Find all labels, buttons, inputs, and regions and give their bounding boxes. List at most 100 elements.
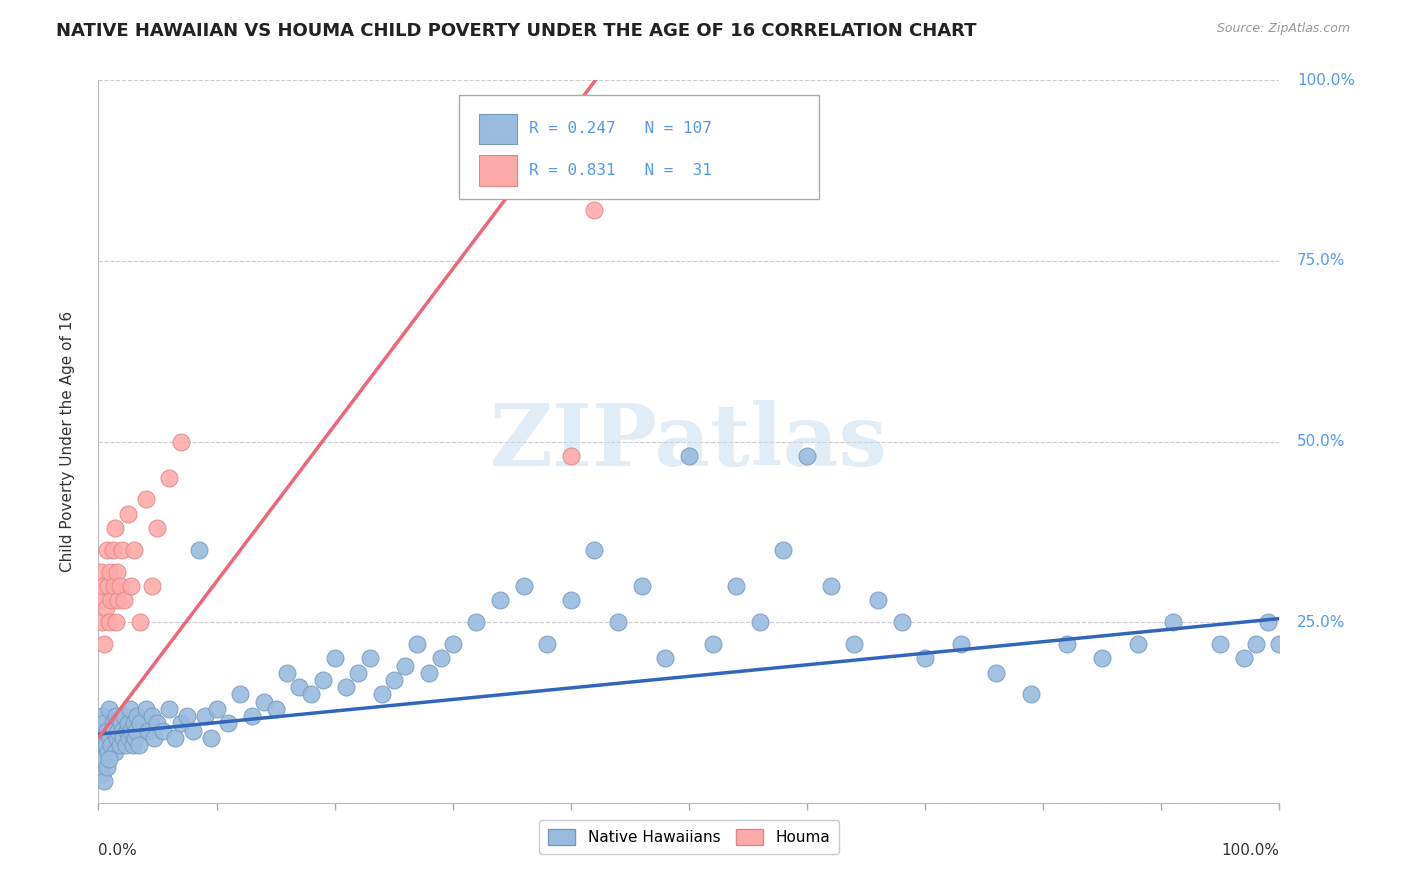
Point [93,774,115,789]
Point [382,673,405,687]
Point [1126,637,1149,651]
Point [121,738,143,752]
Point [121,579,143,593]
Point [844,637,866,651]
Point [229,687,252,701]
Point [240,709,263,723]
Point [276,665,298,680]
Point [94,738,117,752]
Point [128,738,150,752]
Point [105,615,128,630]
Point [98,752,121,766]
Point [371,687,394,701]
Text: NATIVE HAWAIIAN VS HOUMA CHILD POVERTY UNDER THE AGE OF 16 CORRELATION CHART: NATIVE HAWAIIAN VS HOUMA CHILD POVERTY U… [56,22,977,40]
Point [820,579,842,593]
Point [103,723,125,738]
Point [772,542,794,557]
Point [654,651,676,665]
Point [312,673,335,687]
Point [101,542,124,557]
Point [105,709,128,723]
Point [583,542,606,557]
Point [135,492,157,507]
Point [125,723,148,738]
Point [146,716,169,731]
Point [1091,651,1114,665]
Point [335,680,357,694]
Point [181,723,204,738]
Y-axis label: Child Poverty Under the Age of 16: Child Poverty Under the Age of 16 [60,311,75,572]
Point [866,593,889,607]
Point [97,579,120,593]
Point [94,600,117,615]
Point [90,738,112,752]
Text: ZIPatlas: ZIPatlas [489,400,889,483]
Point [890,615,912,630]
Point [949,637,972,651]
Point [465,615,488,630]
Point [796,449,818,463]
Point [347,665,370,680]
Point [359,651,381,665]
Point [111,542,134,557]
Point [112,593,135,607]
Point [165,731,187,745]
Point [136,723,159,738]
Point [101,716,124,731]
Point [142,731,165,745]
Point [112,709,135,723]
Point [489,593,512,607]
Point [100,738,122,752]
Point [430,651,453,665]
Point [91,731,114,745]
Point [100,593,122,607]
Text: 100.0%: 100.0% [1298,73,1355,87]
Point [583,203,606,218]
Point [97,745,120,759]
Point [112,731,135,745]
Point [406,637,429,651]
Point [1257,615,1279,630]
Point [170,434,193,449]
Point [205,702,228,716]
Point [1209,637,1232,651]
Point [103,579,125,593]
Bar [478,155,516,186]
Point [117,507,139,521]
Text: Source: ZipAtlas.com: Source: ZipAtlas.com [1216,22,1350,36]
Point [512,579,534,593]
Point [96,542,118,557]
Point [93,716,115,731]
Point [127,709,149,723]
Point [98,565,121,579]
Text: 75.0%: 75.0% [1298,253,1346,268]
Point [90,565,112,579]
Point [135,702,157,716]
Point [89,723,111,738]
Point [110,716,132,731]
Point [1244,637,1267,651]
Point [1021,687,1043,701]
Point [91,767,114,781]
Point [122,542,145,557]
Point [93,637,115,651]
Point [107,593,129,607]
Point [105,565,128,579]
Point [98,702,121,716]
Point [560,593,582,607]
Point [114,738,136,752]
Point [678,449,700,463]
Point [560,449,582,463]
Point [104,745,127,759]
Point [108,738,131,752]
Point [115,723,138,738]
Point [217,716,239,731]
Text: 100.0%: 100.0% [1222,843,1279,857]
Point [702,637,724,651]
Text: 0.0%: 0.0% [98,843,138,857]
Point [984,665,1007,680]
Point [176,709,198,723]
Point [128,615,150,630]
Point [725,579,748,593]
Point [299,687,322,701]
